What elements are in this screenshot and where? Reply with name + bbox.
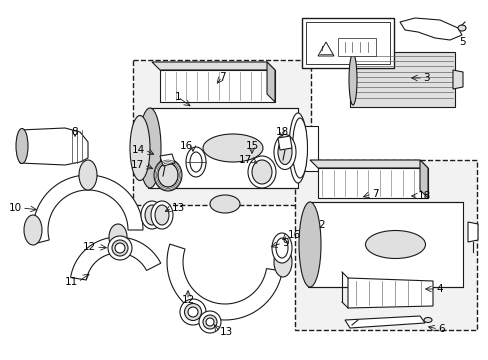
Ellipse shape bbox=[190, 152, 202, 172]
Ellipse shape bbox=[158, 163, 178, 187]
Polygon shape bbox=[152, 62, 274, 70]
Ellipse shape bbox=[423, 318, 431, 323]
Ellipse shape bbox=[251, 160, 271, 184]
Ellipse shape bbox=[278, 139, 291, 165]
Ellipse shape bbox=[185, 147, 205, 177]
Text: 17: 17 bbox=[130, 160, 143, 170]
Text: 3: 3 bbox=[422, 73, 429, 83]
Ellipse shape bbox=[151, 201, 173, 229]
Ellipse shape bbox=[275, 238, 287, 258]
Ellipse shape bbox=[145, 205, 159, 225]
Text: 7: 7 bbox=[371, 189, 378, 199]
Polygon shape bbox=[70, 237, 161, 280]
Bar bbox=[133, 60, 310, 205]
Ellipse shape bbox=[184, 303, 201, 320]
Text: 13: 13 bbox=[172, 203, 185, 213]
Text: !: ! bbox=[320, 46, 323, 52]
Polygon shape bbox=[33, 175, 142, 244]
Ellipse shape bbox=[154, 159, 182, 191]
Bar bbox=[148, 108, 297, 188]
Ellipse shape bbox=[203, 134, 263, 162]
Text: 18: 18 bbox=[275, 127, 288, 137]
Text: 8: 8 bbox=[72, 127, 78, 137]
Bar bbox=[160, 70, 274, 102]
Bar bbox=[317, 168, 427, 198]
Ellipse shape bbox=[365, 230, 425, 258]
Polygon shape bbox=[399, 18, 461, 40]
Text: 16: 16 bbox=[287, 230, 301, 240]
Text: 4: 4 bbox=[435, 284, 442, 294]
Polygon shape bbox=[419, 160, 427, 198]
Ellipse shape bbox=[273, 135, 295, 170]
Polygon shape bbox=[309, 160, 427, 168]
Ellipse shape bbox=[139, 108, 161, 188]
Text: 2: 2 bbox=[318, 220, 325, 230]
Ellipse shape bbox=[271, 233, 291, 263]
Ellipse shape bbox=[187, 307, 198, 317]
Text: 16: 16 bbox=[180, 141, 193, 151]
Ellipse shape bbox=[16, 129, 28, 163]
Ellipse shape bbox=[292, 118, 307, 178]
Bar bbox=[302, 18, 393, 68]
Ellipse shape bbox=[108, 236, 132, 260]
Ellipse shape bbox=[199, 311, 221, 333]
Bar bbox=[305, 22, 389, 64]
Text: 12: 12 bbox=[82, 242, 96, 252]
Ellipse shape bbox=[115, 243, 125, 253]
Text: 17: 17 bbox=[238, 155, 251, 165]
Polygon shape bbox=[167, 244, 282, 320]
Ellipse shape bbox=[109, 224, 127, 250]
Text: 14: 14 bbox=[131, 145, 145, 155]
Polygon shape bbox=[452, 70, 462, 89]
Ellipse shape bbox=[209, 195, 240, 213]
Text: 11: 11 bbox=[64, 277, 78, 287]
Ellipse shape bbox=[288, 113, 306, 183]
Polygon shape bbox=[20, 128, 88, 165]
Ellipse shape bbox=[273, 247, 291, 277]
Bar bbox=[349, 52, 454, 107]
Text: 15: 15 bbox=[245, 141, 258, 151]
Bar bbox=[294, 160, 476, 330]
Text: 1: 1 bbox=[174, 92, 181, 102]
Text: 9: 9 bbox=[282, 238, 288, 248]
Polygon shape bbox=[347, 278, 432, 308]
Bar bbox=[337, 38, 375, 56]
Text: 7: 7 bbox=[218, 72, 225, 82]
Text: 13: 13 bbox=[220, 327, 233, 337]
Ellipse shape bbox=[298, 202, 320, 287]
Polygon shape bbox=[160, 154, 175, 166]
Ellipse shape bbox=[457, 25, 465, 31]
Ellipse shape bbox=[205, 318, 214, 326]
Ellipse shape bbox=[130, 116, 150, 180]
Ellipse shape bbox=[203, 315, 217, 329]
Polygon shape bbox=[278, 136, 291, 150]
Bar bbox=[307, 202, 462, 287]
Polygon shape bbox=[266, 62, 274, 102]
Text: 12: 12 bbox=[181, 295, 194, 305]
Ellipse shape bbox=[112, 240, 128, 256]
Ellipse shape bbox=[141, 201, 163, 229]
Ellipse shape bbox=[155, 205, 169, 225]
Text: 18: 18 bbox=[417, 191, 430, 201]
Polygon shape bbox=[317, 42, 333, 56]
Text: 6: 6 bbox=[437, 324, 444, 334]
Polygon shape bbox=[467, 222, 477, 242]
Text: 10: 10 bbox=[9, 203, 22, 213]
Ellipse shape bbox=[348, 54, 356, 105]
Ellipse shape bbox=[247, 156, 275, 188]
Ellipse shape bbox=[79, 160, 97, 190]
Ellipse shape bbox=[180, 299, 205, 325]
Ellipse shape bbox=[24, 215, 42, 245]
Polygon shape bbox=[345, 316, 424, 328]
Bar bbox=[295, 126, 317, 171]
Text: 5: 5 bbox=[458, 37, 465, 47]
